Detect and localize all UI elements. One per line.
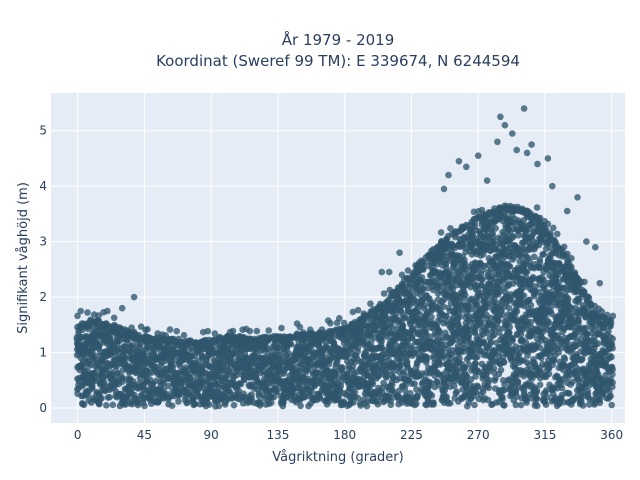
- data-point: [215, 402, 223, 410]
- data-point: [471, 401, 478, 409]
- data-point: [436, 359, 443, 367]
- data-point: [154, 399, 161, 406]
- data-point: [565, 390, 573, 397]
- data-point: [114, 369, 121, 377]
- data-point: [183, 399, 190, 407]
- data-point: [106, 393, 113, 401]
- data-point: [387, 397, 395, 405]
- data-point: [456, 313, 464, 321]
- data-point: [337, 382, 345, 390]
- data-point: [505, 263, 513, 270]
- data-point: [190, 395, 197, 403]
- data-point: [583, 331, 590, 338]
- data-point: [80, 401, 88, 409]
- data-point: [230, 401, 238, 409]
- data-point: [485, 384, 493, 392]
- data-point: [499, 393, 506, 401]
- data-point: [568, 263, 575, 271]
- data-point: [369, 380, 377, 388]
- chart-title-line2: Koordinat (Sweref 99 TM): E 339674, N 62…: [156, 52, 520, 70]
- data-point: [530, 253, 538, 261]
- data-point: [471, 360, 479, 367]
- data-point: [98, 394, 105, 402]
- data-point: [140, 351, 147, 358]
- data-point: [579, 402, 587, 409]
- data-point: [136, 343, 144, 351]
- data-point: [414, 393, 421, 400]
- data-point: [169, 363, 177, 370]
- data-point: [500, 359, 508, 366]
- data-point: [542, 401, 550, 409]
- data-point: [430, 401, 437, 408]
- data-point: [506, 323, 513, 331]
- data-point: [422, 353, 430, 361]
- data-point: [534, 402, 541, 410]
- data-point: [474, 353, 481, 361]
- data-point: [545, 319, 553, 327]
- data-point: [533, 395, 540, 402]
- data-point: [91, 377, 99, 385]
- data-point: [206, 401, 213, 408]
- data-point: [428, 313, 435, 321]
- data-point: [256, 402, 264, 409]
- data-point: [485, 368, 492, 375]
- data-point: [287, 340, 295, 348]
- data-point: [186, 352, 194, 360]
- data-point: [280, 370, 288, 377]
- data-point: [109, 401, 117, 409]
- data-point: [396, 362, 404, 369]
- data-point: [428, 392, 436, 399]
- data-point: [339, 364, 346, 371]
- data-point: [134, 401, 142, 409]
- data-point: [175, 398, 182, 405]
- data-point: [514, 378, 522, 385]
- data-point: [74, 386, 81, 393]
- data-point: [100, 380, 108, 388]
- data-point: [96, 400, 103, 408]
- data-point: [122, 394, 129, 402]
- data-point: [501, 402, 508, 409]
- data-point: [103, 402, 110, 409]
- data-point: [589, 348, 597, 356]
- data-point: [165, 382, 172, 390]
- data-point: [520, 292, 528, 300]
- data-point: [92, 352, 99, 360]
- data-point: [233, 371, 241, 379]
- data-point: [447, 399, 454, 407]
- data-point: [539, 251, 546, 258]
- data-point: [119, 375, 126, 382]
- data-point: [252, 371, 260, 379]
- data-point: [399, 322, 406, 329]
- data-point: [191, 400, 198, 408]
- data-point: [411, 401, 419, 409]
- data-point: [411, 380, 418, 388]
- data-point: [141, 402, 148, 410]
- scatter-points: [73, 105, 617, 410]
- data-point: [527, 301, 535, 309]
- data-point: [453, 388, 461, 396]
- data-point: [479, 276, 486, 283]
- data-point: [536, 381, 544, 389]
- data-point: [198, 352, 206, 359]
- data-point: [129, 342, 136, 349]
- data-point: [221, 401, 229, 408]
- chart-title-line1: År 1979 - 2019: [282, 30, 395, 49]
- data-point: [497, 366, 505, 374]
- data-point: [561, 355, 569, 363]
- data-point: [492, 225, 500, 232]
- data-point: [236, 380, 243, 387]
- data-point: [460, 288, 468, 295]
- data-point: [168, 402, 176, 410]
- data-point: [545, 370, 553, 378]
- data-point: [564, 297, 572, 305]
- data-point: [461, 295, 468, 302]
- data-point: [500, 387, 508, 394]
- data-point: [595, 340, 602, 347]
- data-point: [131, 391, 138, 399]
